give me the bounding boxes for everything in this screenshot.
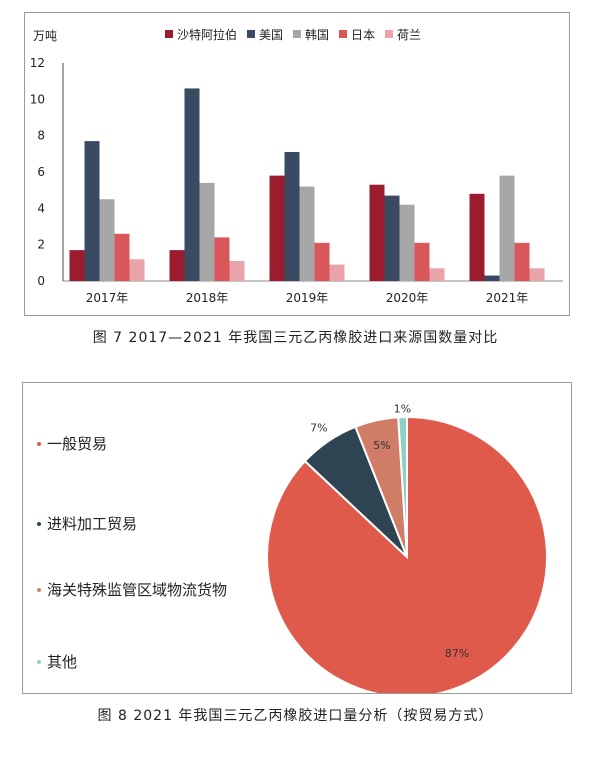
legend-marker-icon bbox=[37, 441, 41, 446]
bar-chart: 万吨 0 2 4 6 8 10 12 沙特阿拉伯 美国 韩国 日本 荷兰 2017年 2018年 2019年 2… bbox=[30, 27, 563, 305]
bar bbox=[199, 182, 215, 281]
bar bbox=[214, 237, 230, 281]
figure-7-caption: 图 7 2017—2021 年我国三元乙丙橡胶进口来源国数量对比 bbox=[92, 330, 499, 346]
y-axis-unit-label: 万吨 bbox=[33, 29, 57, 43]
bar bbox=[499, 175, 515, 281]
bar bbox=[129, 259, 145, 281]
pie-legend-label: 海关特殊监管区域物流货物 bbox=[47, 581, 228, 599]
pie-slice bbox=[397, 415, 408, 558]
pie-chart-panel: 一般贸易进料加工贸易海关特殊监管区域物流货物 其他 87% 7% 5% 1% bbox=[22, 382, 572, 694]
figure-8-caption: 图 8 2021 年我国三元乙丙橡胶进口量分析（按贸易方式） bbox=[97, 708, 494, 724]
bar bbox=[329, 264, 345, 281]
pie-slice-label: 7% bbox=[310, 421, 327, 434]
pie-slice bbox=[266, 415, 548, 693]
pie-legend-item: 其他 bbox=[37, 651, 77, 672]
bar bbox=[414, 242, 430, 281]
y-tick-label: 4 bbox=[37, 201, 45, 215]
bar bbox=[429, 268, 445, 281]
pie-legend-item: 进料加工贸易 bbox=[37, 513, 137, 534]
bar bbox=[484, 275, 500, 281]
pie-legend-item: 一般贸易 bbox=[37, 433, 107, 454]
y-tick-label: 0 bbox=[37, 274, 45, 288]
y-tick-label: 6 bbox=[37, 165, 45, 179]
x-tick-label: 2017年 bbox=[86, 291, 129, 305]
legend-label: 日本 bbox=[351, 28, 375, 42]
pie-legend-item: 海关特殊监管区域物流货物 bbox=[37, 579, 227, 600]
bar bbox=[184, 88, 200, 281]
x-tick-label: 2018年 bbox=[186, 291, 229, 305]
legend-swatch bbox=[293, 30, 301, 38]
legend-label: 韩国 bbox=[305, 27, 329, 42]
legend-swatch bbox=[247, 30, 255, 38]
pie-legend-label: 其他 bbox=[47, 653, 78, 671]
y-tick-label: 12 bbox=[30, 56, 45, 70]
bar bbox=[299, 186, 315, 281]
bar bbox=[384, 195, 400, 281]
bar bbox=[529, 268, 545, 281]
bar bbox=[469, 193, 485, 281]
y-tick-label: 8 bbox=[37, 129, 45, 143]
pie-chart: 87% 7% 5% 1% bbox=[266, 403, 548, 693]
bar bbox=[314, 242, 330, 281]
bar bbox=[84, 141, 100, 281]
bar bbox=[514, 242, 530, 281]
pie-slice-label: 5% bbox=[373, 439, 390, 452]
legend-label: 荷兰 bbox=[397, 28, 421, 42]
x-tick-label: 2021年 bbox=[486, 291, 529, 305]
legend-marker-icon bbox=[37, 659, 41, 664]
bar bbox=[399, 204, 415, 281]
bar bbox=[114, 233, 130, 281]
pie-slice-label: 87% bbox=[445, 647, 469, 660]
x-tick-label: 2019年 bbox=[286, 291, 329, 305]
legend-label: 美国 bbox=[259, 28, 283, 42]
legend-label: 沙特阿拉伯 bbox=[177, 27, 237, 42]
legend-marker-icon bbox=[37, 521, 41, 526]
pie-legend-label: 进料加工贸易 bbox=[47, 515, 138, 533]
y-tick-label: 10 bbox=[30, 92, 45, 106]
pie-slice-label: 1% bbox=[394, 403, 411, 416]
legend-swatch bbox=[339, 30, 347, 38]
legend-swatch bbox=[165, 30, 173, 38]
legend-marker-icon bbox=[37, 587, 41, 592]
y-tick-label: 2 bbox=[37, 238, 45, 252]
bar bbox=[99, 199, 115, 281]
legend-swatch bbox=[385, 30, 393, 38]
bar bbox=[284, 152, 300, 281]
bar-chart-panel: 万吨 0 2 4 6 8 10 12 沙特阿拉伯 美国 韩国 日本 荷兰 2017年 2018年 2019年 2… bbox=[24, 12, 570, 316]
bar bbox=[69, 250, 85, 281]
bar bbox=[169, 250, 185, 281]
bar bbox=[229, 261, 245, 281]
bar bbox=[269, 175, 285, 281]
bar bbox=[369, 184, 385, 281]
x-tick-label: 2020年 bbox=[386, 291, 429, 305]
pie-legend-label: 一般贸易 bbox=[47, 435, 108, 453]
